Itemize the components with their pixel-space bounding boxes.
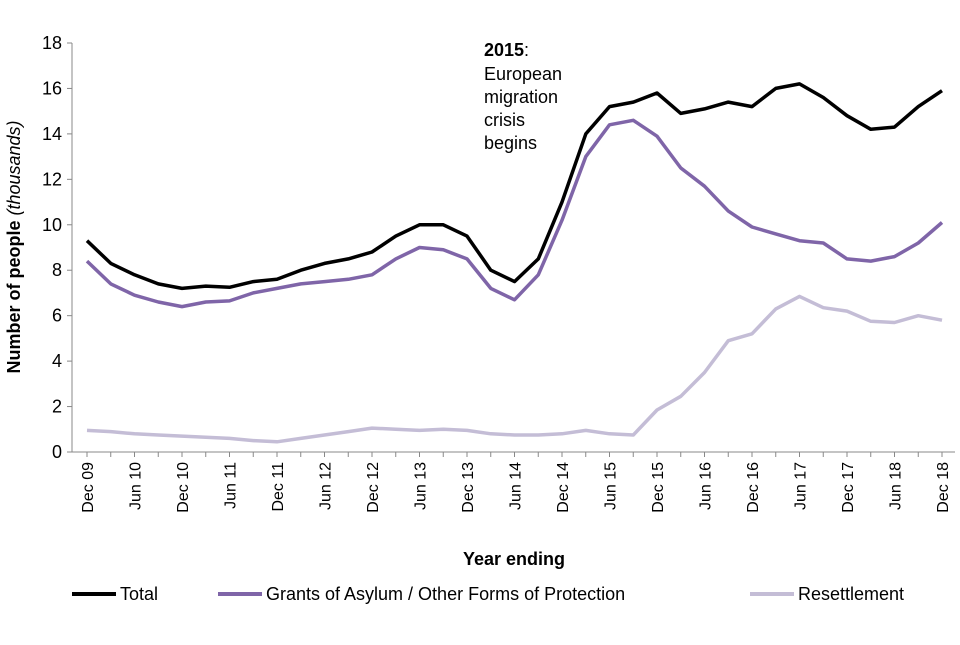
y-tick-label: 12: [42, 169, 62, 189]
series-line: [85, 82, 943, 291]
x-tick-label: Dec 09: [80, 462, 97, 513]
x-tick-label: Dec 17: [840, 462, 857, 513]
legend-label: Total: [120, 584, 158, 604]
x-tick-label: Dec 18: [935, 462, 952, 513]
x-tick-label: Dec 12: [365, 462, 382, 513]
annotation-line: crisis: [484, 110, 525, 130]
x-tick-label: Dec 14: [555, 462, 572, 513]
x-tick-label: Dec 11: [270, 462, 287, 512]
legend-label: Resettlement: [798, 584, 904, 604]
y-tick-label: 10: [42, 215, 62, 235]
x-tick-label: Dec 10: [175, 462, 192, 513]
y-tick-label: 0: [52, 442, 62, 462]
x-tick-label: Dec 16: [745, 462, 762, 513]
y-tick-label: 8: [52, 260, 62, 280]
y-axis-label-unit: (thousands): [4, 120, 24, 215]
y-axis-label: Number of people (thousands): [4, 120, 24, 373]
y-tick-label: 6: [52, 306, 62, 326]
annotation-line: European: [484, 64, 562, 84]
x-tick-label: Jun 13: [413, 462, 430, 510]
x-tick-label: Dec 15: [650, 462, 667, 513]
x-tick-label: Jun 12: [318, 462, 335, 510]
x-axis-label: Year ending: [463, 549, 565, 569]
x-tick-label: Jun 11: [223, 462, 240, 509]
x-tick-label: Jun 14: [508, 462, 525, 510]
x-tick-label: Jun 15: [603, 462, 620, 510]
annotation-bold: 2015: [484, 40, 524, 60]
annotation-line: begins: [484, 133, 537, 153]
annotation-line: migration: [484, 87, 558, 107]
annotation: 2015:: [484, 40, 529, 60]
y-axis-label-main: Number of people: [4, 221, 24, 374]
y-tick-label: 4: [52, 351, 62, 371]
x-tick-label: Jun 16: [698, 462, 715, 510]
y-tick-label: 14: [42, 124, 62, 144]
y-tick-label: 16: [42, 78, 62, 98]
y-tick-label: 18: [42, 33, 62, 53]
x-tick-label: Jun 17: [793, 462, 810, 510]
x-tick-label: Jun 10: [128, 462, 145, 510]
legend-label: Grants of Asylum / Other Forms of Protec…: [266, 584, 625, 604]
x-tick-label: Jun 18: [888, 462, 905, 510]
y-tick-label: 2: [52, 397, 62, 417]
annotation-text: :: [524, 40, 529, 60]
series-line: [86, 294, 943, 444]
x-tick-label: Dec 13: [460, 462, 477, 513]
series-line: [85, 118, 944, 309]
